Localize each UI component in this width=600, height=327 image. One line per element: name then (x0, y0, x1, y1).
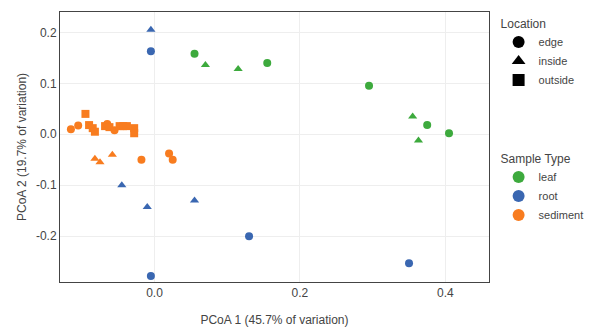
svg-text:0.2: 0.2 (40, 26, 57, 40)
svg-text:0.0: 0.0 (40, 127, 57, 141)
svg-text:Location: Location (501, 17, 546, 31)
svg-text:-0.1: -0.1 (36, 178, 57, 192)
svg-text:0.4: 0.4 (437, 286, 454, 300)
svg-text:0.2: 0.2 (292, 286, 309, 300)
svg-text:0.0: 0.0 (146, 286, 163, 300)
svg-text:PCoA 2 (19.7% of variation): PCoA 2 (19.7% of variation) (15, 73, 29, 221)
svg-text:inside: inside (539, 55, 568, 67)
svg-text:0.1: 0.1 (40, 77, 57, 91)
svg-text:Sample Type: Sample Type (501, 152, 571, 166)
svg-text:leaf: leaf (539, 171, 558, 183)
svg-text:PCoA 1 (45.7% of variation): PCoA 1 (45.7% of variation) (200, 313, 348, 327)
svg-text:root: root (539, 190, 558, 202)
svg-text:sediment: sediment (539, 209, 584, 221)
svg-text:outside: outside (539, 74, 574, 86)
svg-text:-0.2: -0.2 (36, 229, 57, 243)
svg-text:edge: edge (539, 36, 563, 48)
